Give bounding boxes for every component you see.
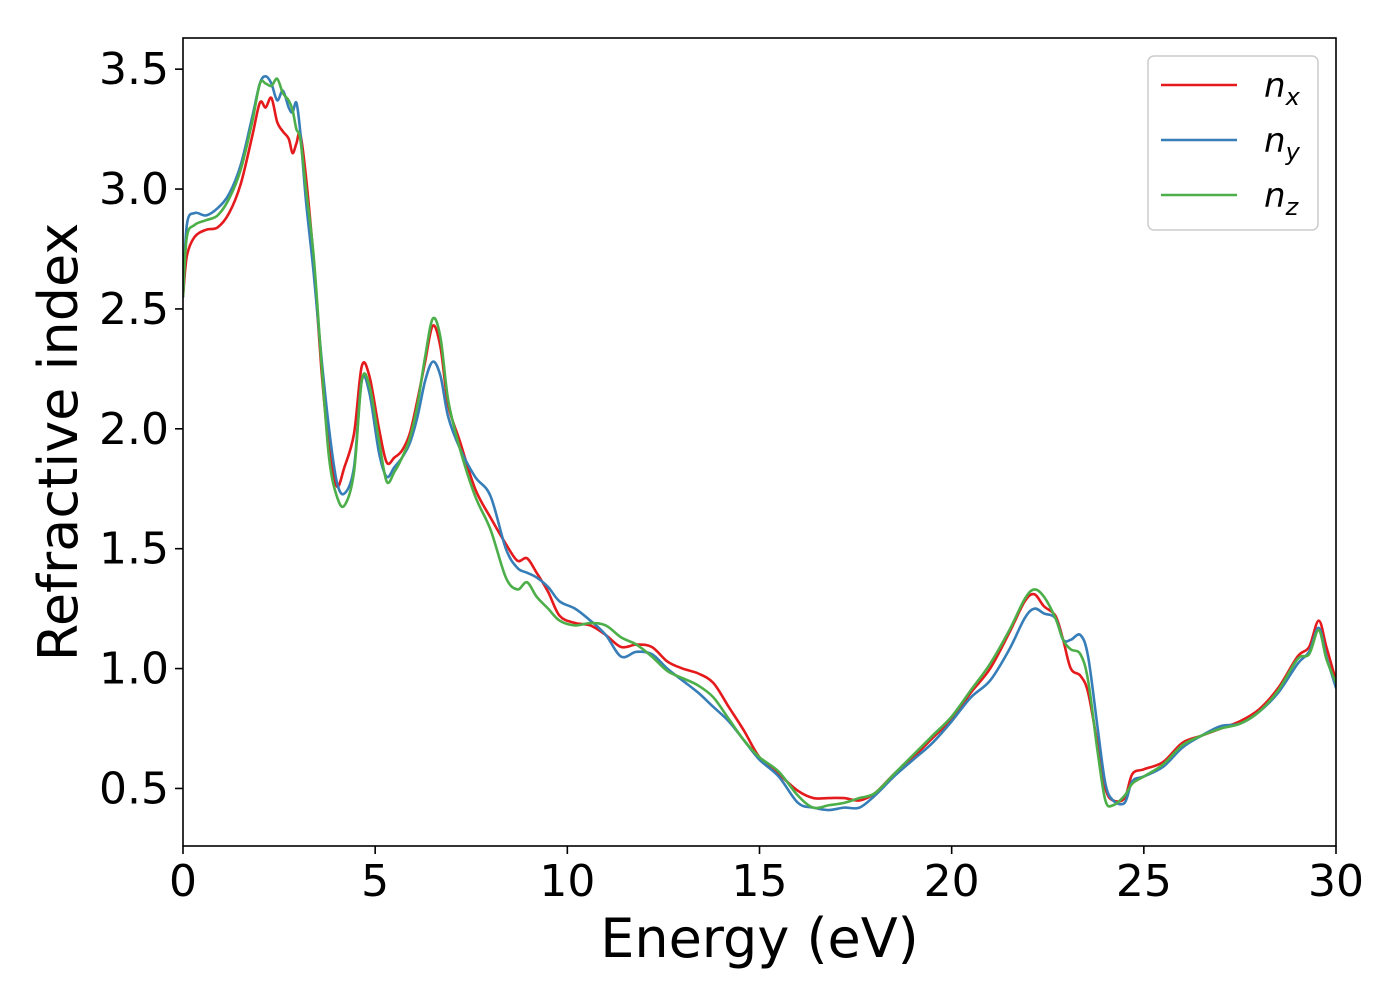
x-tick-label: 10 — [539, 856, 595, 907]
x-axis-title: Energy (eV) — [600, 907, 919, 970]
legend-label-n-z: nz — [1264, 176, 1300, 221]
x-tick-label: 0 — [169, 856, 197, 907]
x-axis: 0 5 10 15 20 25 30 — [169, 846, 1364, 907]
legend: nx ny nz — [1147, 55, 1319, 231]
y-tick-label: 3.5 — [99, 44, 169, 95]
series-line-n-z — [183, 77, 1336, 810]
y-tick-label: 2.5 — [99, 284, 169, 335]
plot-area — [182, 37, 1337, 847]
y-tick-label: 3.0 — [99, 164, 169, 215]
y-tick-label: 0.5 — [99, 763, 169, 814]
y-axis: 0.5 1.0 1.5 2.0 2.5 3.0 3.5 — [99, 44, 183, 814]
x-tick-label: 30 — [1308, 856, 1364, 907]
y-tick-label: 1.5 — [99, 524, 169, 575]
x-tick-label: 25 — [1116, 856, 1172, 907]
x-tick-label: 20 — [924, 856, 980, 907]
y-axis-title: Refractive index — [27, 223, 90, 662]
legend-label-n-x: nx — [1264, 66, 1301, 111]
series-lines — [183, 75, 1336, 812]
x-tick-label: 5 — [361, 856, 389, 907]
y-tick-label: 2.0 — [99, 404, 169, 455]
y-tick-label: 1.0 — [99, 644, 169, 695]
legend-frame — [1147, 55, 1319, 231]
legend-label-n-y: ny — [1264, 121, 1301, 166]
x-tick-label: 15 — [732, 856, 788, 907]
